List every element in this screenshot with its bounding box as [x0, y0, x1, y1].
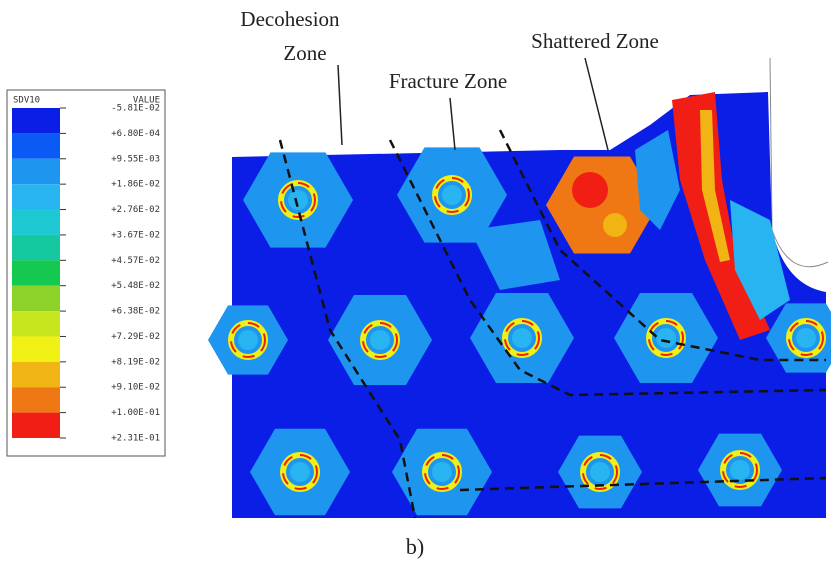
ring	[230, 322, 266, 358]
legend-label: +7.29E-02	[111, 332, 160, 342]
core	[656, 328, 676, 348]
core	[442, 185, 462, 205]
ring	[582, 454, 618, 490]
legend-header: VALUE	[133, 96, 160, 106]
ring	[424, 454, 460, 490]
core	[796, 328, 816, 348]
legend-swatch	[12, 412, 60, 438]
dashed-line	[278, 139, 417, 519]
legend-swatch	[12, 336, 60, 362]
ring	[362, 322, 398, 358]
legend-label: +9.10E-02	[111, 383, 160, 393]
legend-label: +4.57E-02	[111, 256, 160, 266]
patch	[470, 220, 560, 290]
legend-swatch	[12, 184, 60, 210]
core	[238, 330, 258, 350]
legend-label: +5.48E-02	[111, 281, 160, 291]
ring	[280, 182, 316, 218]
legend-swatch	[12, 158, 60, 185]
annotation: Decohesion	[240, 7, 340, 31]
guide-line	[769, 57, 829, 268]
legend-swatch	[12, 361, 60, 388]
legend-label: +2.31E-01	[111, 434, 160, 444]
hexagon	[546, 156, 658, 254]
legend-swatch	[12, 209, 60, 235]
legend-swatch	[12, 311, 60, 337]
core	[288, 190, 308, 210]
ring	[788, 320, 824, 356]
ring	[722, 452, 758, 488]
annotation: Shattered Zone	[531, 29, 659, 53]
patch	[635, 130, 680, 230]
legend-swatch	[12, 387, 60, 413]
dashed-line	[459, 476, 827, 492]
patch	[572, 172, 608, 208]
arrow	[449, 97, 456, 151]
legend-label: +2.76E-02	[111, 205, 160, 215]
dashed-line	[388, 139, 827, 397]
core	[590, 462, 610, 482]
legend-label: -5.81E-02	[111, 104, 160, 114]
arrow	[337, 64, 343, 146]
legend-label: +1.86E-02	[111, 180, 160, 190]
legend-label: +3.67E-02	[111, 230, 160, 240]
legend-label: +1.00E-01	[111, 408, 160, 418]
legend-swatch	[12, 234, 60, 261]
core	[730, 460, 750, 480]
legend: -5.81E-02 +6.80E-04 +9.55E-03 +1.86E-02 +2.7…	[12, 104, 160, 444]
arrow	[584, 57, 609, 151]
contour-plot	[208, 57, 831, 519]
dashed-line	[498, 129, 826, 362]
annotation: Zone	[283, 41, 326, 65]
core	[290, 462, 310, 482]
patch	[730, 200, 790, 320]
legend-swatch	[12, 108, 60, 134]
core	[370, 330, 390, 350]
ring	[504, 320, 540, 356]
legend-label: +6.80E-04	[111, 129, 160, 139]
ring	[434, 177, 470, 213]
legend-label: +9.55E-03	[111, 154, 160, 164]
caption: b)	[406, 534, 424, 559]
legend-swatch	[12, 133, 60, 159]
ring	[282, 454, 318, 490]
core	[512, 328, 532, 348]
patch	[700, 110, 730, 262]
patch	[603, 213, 627, 237]
ring	[648, 320, 684, 356]
annotation: Fracture Zone	[389, 69, 507, 93]
legend-header: SDV10	[13, 96, 40, 106]
legend-label: +8.19E-02	[111, 357, 160, 367]
legend-swatch	[12, 285, 60, 312]
legend-swatch	[12, 260, 60, 286]
legend-label: +6.38E-02	[111, 307, 160, 317]
core	[432, 462, 452, 482]
